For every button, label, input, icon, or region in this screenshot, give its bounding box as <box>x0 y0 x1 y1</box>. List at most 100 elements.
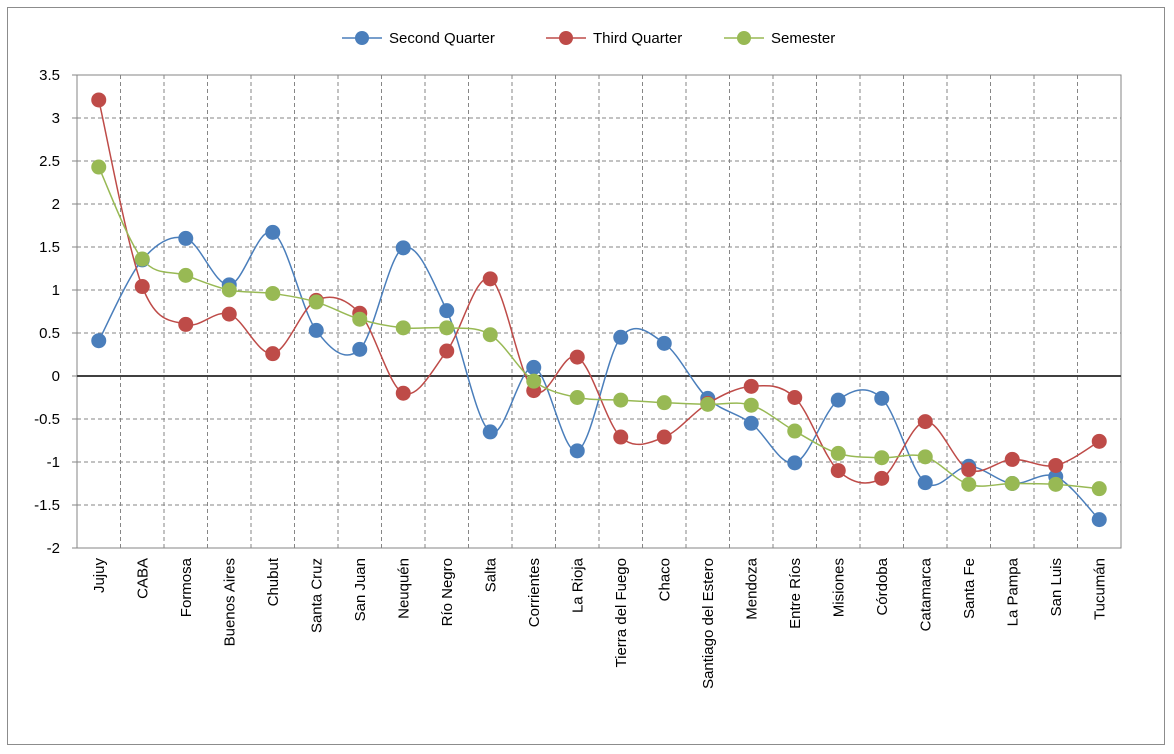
data-point <box>700 396 716 412</box>
data-point <box>221 306 237 322</box>
data-point <box>1004 451 1020 467</box>
data-point <box>1048 476 1064 492</box>
x-tick-label: Río Negro <box>439 558 456 626</box>
x-tick-label: Santa Cruz <box>308 558 325 633</box>
data-point <box>178 267 194 283</box>
y-tick-label: -1.5 <box>34 497 60 514</box>
x-tick-label: Tucumán <box>1091 558 1108 620</box>
legend-item: Second Quarter <box>342 30 495 47</box>
data-point <box>743 415 759 431</box>
data-point <box>134 251 150 267</box>
data-point <box>1091 481 1107 497</box>
data-point <box>352 311 368 327</box>
data-point <box>482 271 498 287</box>
data-point <box>91 159 107 175</box>
data-point <box>787 455 803 471</box>
data-point <box>917 414 933 430</box>
y-tick-label: 1.5 <box>39 239 60 256</box>
legend-item: Third Quarter <box>546 30 682 47</box>
y-tick-label: 1 <box>52 282 60 299</box>
data-point <box>308 294 324 310</box>
data-point <box>1048 457 1064 473</box>
data-point <box>656 429 672 445</box>
data-point <box>787 390 803 405</box>
y-tick-label: -0.5 <box>34 411 60 428</box>
x-tick-label: Neuquén <box>395 558 412 619</box>
y-tick-label: 0 <box>52 368 60 385</box>
data-point <box>352 341 368 357</box>
data-point <box>917 475 933 491</box>
x-tick-label: Santa Fe <box>961 558 978 619</box>
y-tick-label: -2 <box>47 540 60 557</box>
data-point <box>439 320 455 336</box>
data-point <box>830 392 846 408</box>
x-tick-label: Catamarca <box>917 557 934 631</box>
data-point <box>656 335 672 351</box>
data-point <box>743 397 759 413</box>
data-point <box>917 449 933 465</box>
x-tick-label: CABA <box>134 558 151 599</box>
data-point <box>656 395 672 411</box>
data-point <box>439 303 455 319</box>
data-point <box>743 378 759 394</box>
legend-item: Semester <box>724 30 835 47</box>
data-point <box>221 282 237 298</box>
data-point <box>787 423 803 439</box>
data-point <box>961 476 977 492</box>
data-point <box>91 333 107 349</box>
data-point <box>1091 433 1107 449</box>
axis-layer: 3.5 3 2.5 2 1.5 1 0.5 0 -0.5 -1 -1.5 -2 Jujuy CABA For… <box>34 67 1121 689</box>
x-tick-label: Jujuy <box>91 558 108 594</box>
x-tick-label: Entre Ríos <box>787 558 804 629</box>
data-point <box>1091 512 1107 528</box>
data-point <box>91 92 107 108</box>
data-point <box>613 329 629 345</box>
data-point <box>569 443 585 459</box>
data-point <box>265 285 281 301</box>
x-tick-label: La Rioja <box>569 557 586 613</box>
data-point <box>439 343 455 359</box>
data-point <box>178 230 194 246</box>
legend-label: Third Quarter <box>593 30 682 47</box>
y-tick-label: 0.5 <box>39 325 60 342</box>
data-point <box>482 327 498 343</box>
series-semester <box>91 159 1107 497</box>
data-point <box>569 390 585 405</box>
data-point <box>526 373 542 389</box>
x-tick-label: Formosa <box>178 557 195 617</box>
data-point <box>1004 476 1020 491</box>
data-point <box>395 240 411 256</box>
x-tick-label: Salta <box>482 557 499 592</box>
legend-marker <box>355 31 369 45</box>
legend-marker <box>737 31 751 45</box>
legend-label: Second Quarter <box>389 30 495 47</box>
y-tick-label: 2.5 <box>39 153 60 170</box>
legend-label: Semester <box>771 30 835 47</box>
data-point <box>830 445 846 461</box>
data-point <box>308 322 324 338</box>
x-tick-label: Chaco <box>656 558 673 601</box>
data-point <box>613 429 629 445</box>
series-layer <box>91 92 1107 528</box>
x-tick-label: San Juan <box>352 558 369 621</box>
x-tick-label: Buenos Aires <box>221 558 238 646</box>
x-tick-label: Misiones <box>830 558 847 617</box>
data-point <box>613 392 629 408</box>
x-tick-label: Mendoza <box>743 557 760 619</box>
data-point <box>830 463 846 479</box>
data-point <box>134 279 150 295</box>
y-tick-label: 2 <box>52 196 60 213</box>
x-tick-label: Corrientes <box>526 558 543 627</box>
data-point <box>874 470 890 486</box>
data-point <box>178 316 194 332</box>
x-tick-label: Tierra del Fuego <box>613 558 630 668</box>
y-tick-label: 3 <box>52 110 60 127</box>
y-tick-label: 3.5 <box>39 67 60 84</box>
legend-marker <box>559 31 573 45</box>
data-point <box>395 385 411 401</box>
x-tick-label: Chubut <box>265 557 282 606</box>
data-point <box>265 346 281 362</box>
data-point <box>961 462 977 478</box>
data-point <box>395 320 411 336</box>
